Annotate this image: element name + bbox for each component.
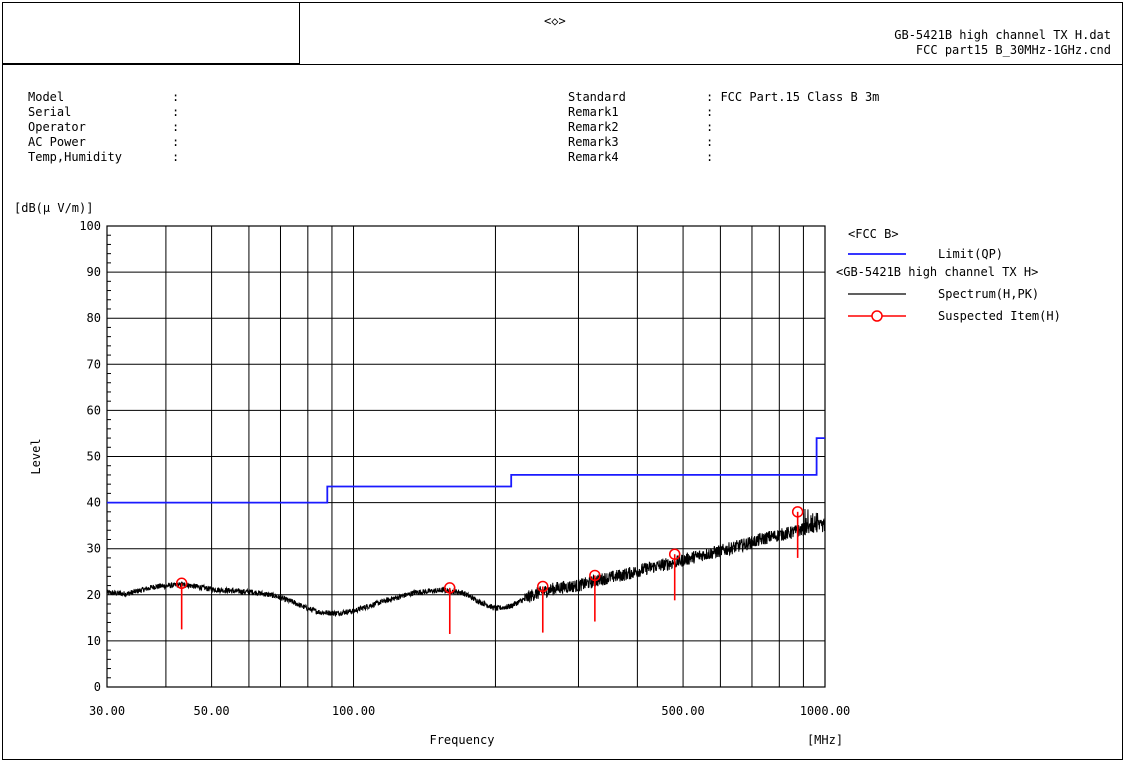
info-label: Model [28,90,65,104]
spectrum-trace [106,508,826,618]
legend-suspected-icon [871,310,883,322]
limit-layer [107,437,825,504]
header-center-mark: <◇> [544,14,566,28]
spectrum-layer [106,508,826,618]
y-tick-label: 30 [87,542,101,556]
info-value: : [706,120,714,134]
info-label: Remark4 [568,150,619,164]
x-axis-label: Frequency [429,733,494,747]
y-tick-label: 80 [87,311,101,325]
y-tick-label: 50 [87,450,101,464]
marker-circle [791,506,804,518]
condition-file: FCC part15 B_30MHz-1GHz.cnd [915,43,1111,57]
info-value: : FCC Part.15 Class B 3m [706,90,880,104]
x-tick-label: 1000.00 [800,704,851,718]
header-divider [2,64,1123,65]
y-tick-label: 10 [87,634,101,648]
suspected-marker [791,506,804,558]
y-axis-unit: [dB(μ V/m)] [14,201,93,215]
x-tick-label: 30.00 [89,704,125,718]
info-value: : [706,105,714,119]
y-tick-label: 100 [79,219,101,233]
info-value: : [706,135,714,149]
marker-circle [444,582,456,594]
info-value: : [706,150,714,164]
info-label: Operator [28,120,86,134]
label-layer: 0 10 20 30 40 50 60 70 80 90 100 30.00 50.00 100.00 50… [14,201,850,747]
x-tick-label: 50.00 [194,704,230,718]
legend-spectrum-label: Spectrum(H,PK) [938,287,1039,301]
y-tick-label: 0 [94,680,101,694]
suspected-marker [444,582,456,634]
info-label: Remark1 [568,105,619,119]
info-value: : [172,150,180,164]
limit-line [107,437,825,504]
info-value: : [172,135,180,149]
info-value: : [172,90,180,104]
legend-limit-label: Limit(QP) [938,247,1003,261]
y-tick-label: 20 [87,588,101,602]
info-label: Serial [28,105,72,119]
suspected-marker [537,580,549,633]
info-label: Remark3 [568,135,619,149]
y-tick-label: 40 [87,496,101,510]
suspected-marker [589,569,601,622]
info-label: Remark2 [568,120,619,134]
info-label: AC Power [28,135,86,149]
legend-layer: <FCC B> Limit(QP) <GB-5421B high channel T… [836,227,1061,323]
suspected-marker [175,577,188,630]
x-tick-label: 500.00 [661,704,704,718]
marker-layer [175,506,804,634]
info-label: Temp,Humidity [28,150,122,164]
x-tick-label: 100.00 [332,704,375,718]
marker-circle [175,577,188,590]
marker-circle [537,580,549,593]
info-label: Standard [568,90,626,104]
legend-group-title: <FCC B> [848,227,899,241]
grid-layer [106,225,826,688]
y-tick-label: 90 [87,265,101,279]
file-name: GB-5421B high channel TX H.dat [894,28,1111,42]
y-tick-label: 60 [87,403,101,417]
info-value: : [172,105,180,119]
y-tick-label: 70 [87,357,101,371]
suspected-marker [668,548,681,601]
x-axis-unit: [MHz] [807,733,843,747]
legend-suspected-label: Suspected Item(H) [938,309,1061,323]
info-value: : [172,120,180,134]
logo-box [2,2,300,64]
y-axis-label: Level [29,438,43,474]
legend-group-title: <GB-5421B high channel TX H> [836,265,1038,279]
marker-circle [668,548,681,560]
marker-circle [589,569,601,582]
